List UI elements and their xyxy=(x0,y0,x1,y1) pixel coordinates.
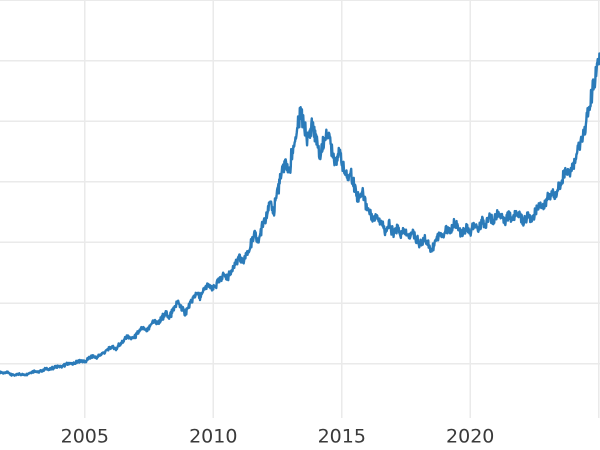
horizontal-gridlines xyxy=(0,0,600,365)
x-tick-label: 2015 xyxy=(318,426,366,448)
data-series-line xyxy=(0,52,600,377)
vertical-gridlines xyxy=(83,0,600,418)
x-tick-label: 2020 xyxy=(446,426,494,448)
x-tick-label: 2005 xyxy=(61,426,109,448)
x-tick-label: 2010 xyxy=(189,426,237,448)
x-axis-tick-labels: 2005 2010 2015 2020 xyxy=(61,426,495,448)
